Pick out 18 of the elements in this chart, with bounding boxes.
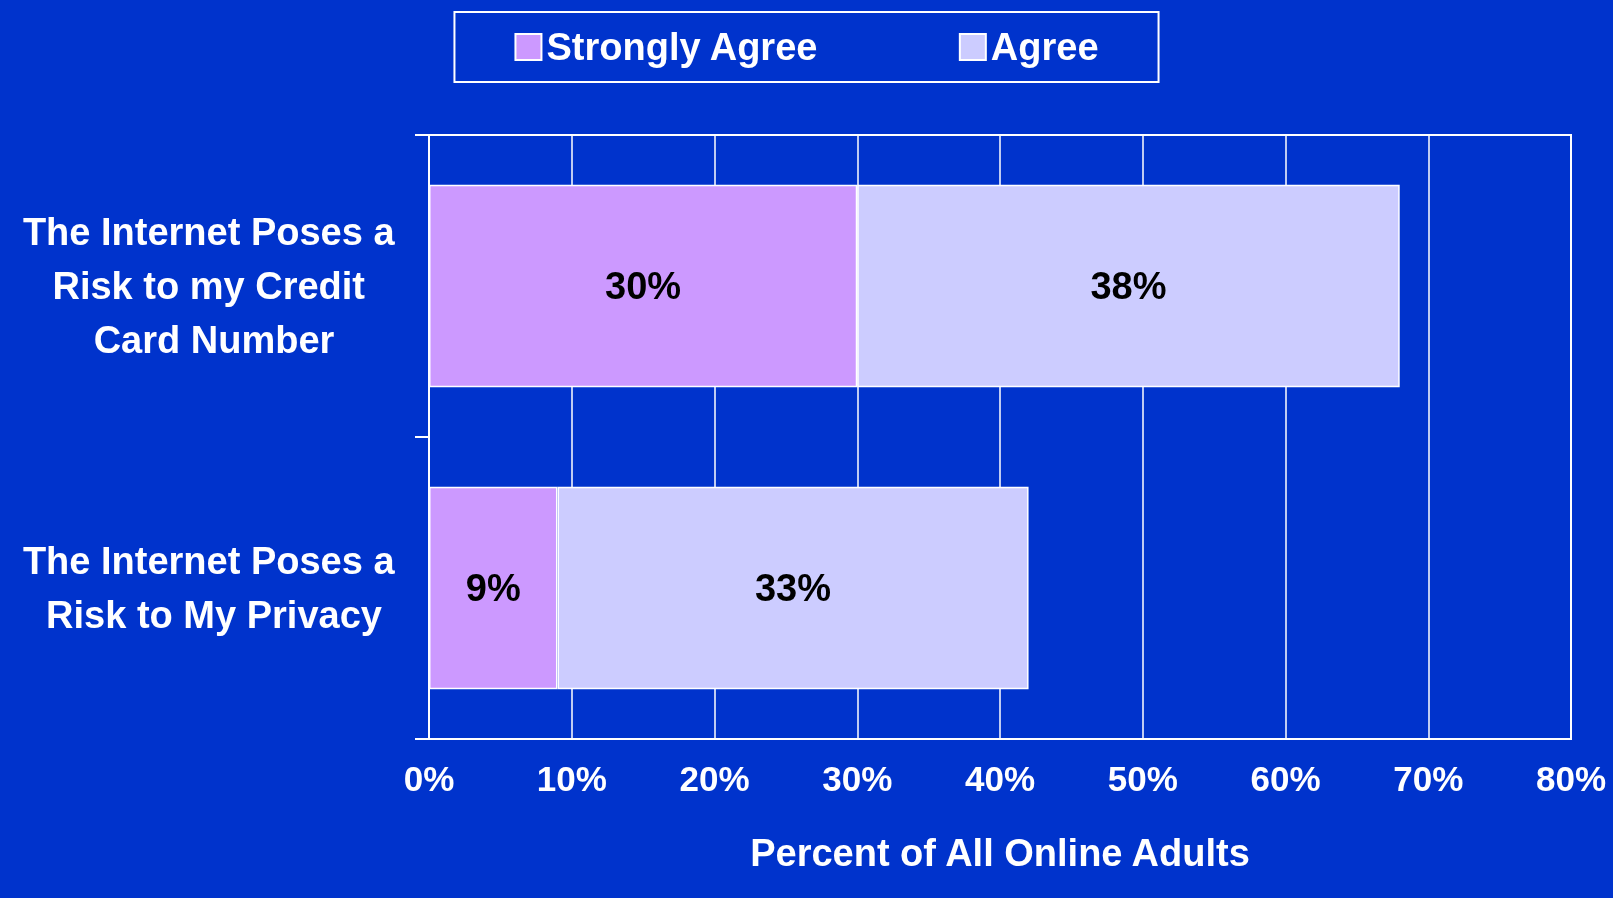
- data-label: 33%: [754, 567, 832, 609]
- x-tick-label: 30%: [822, 759, 893, 798]
- legend-label: Agree: [990, 26, 1099, 68]
- data-label: 9%: [465, 567, 521, 609]
- x-tick-label: 50%: [1107, 759, 1178, 798]
- data-label: 38%: [1090, 265, 1167, 307]
- x-tick-label: 80%: [1535, 759, 1607, 798]
- y-tick-label: The Internet Poses a Risk to My Privacy: [22, 540, 406, 636]
- x-tick-label: 0%: [403, 759, 455, 798]
- x-tick-label: 10%: [536, 759, 607, 798]
- x-axis-title: Percent of All Online Adults: [750, 832, 1250, 874]
- data-label: 30%: [605, 265, 682, 307]
- x-tick-label: 60%: [1250, 759, 1321, 798]
- y-tick-label: The Internet Poses a Risk to my Credit Card Number: [22, 211, 406, 361]
- x-tick-label: 70%: [1393, 759, 1464, 798]
- x-tick-label: 40%: [964, 759, 1036, 798]
- legend-label: Strongly Agree: [546, 26, 818, 68]
- x-tick-label: 20%: [679, 759, 750, 798]
